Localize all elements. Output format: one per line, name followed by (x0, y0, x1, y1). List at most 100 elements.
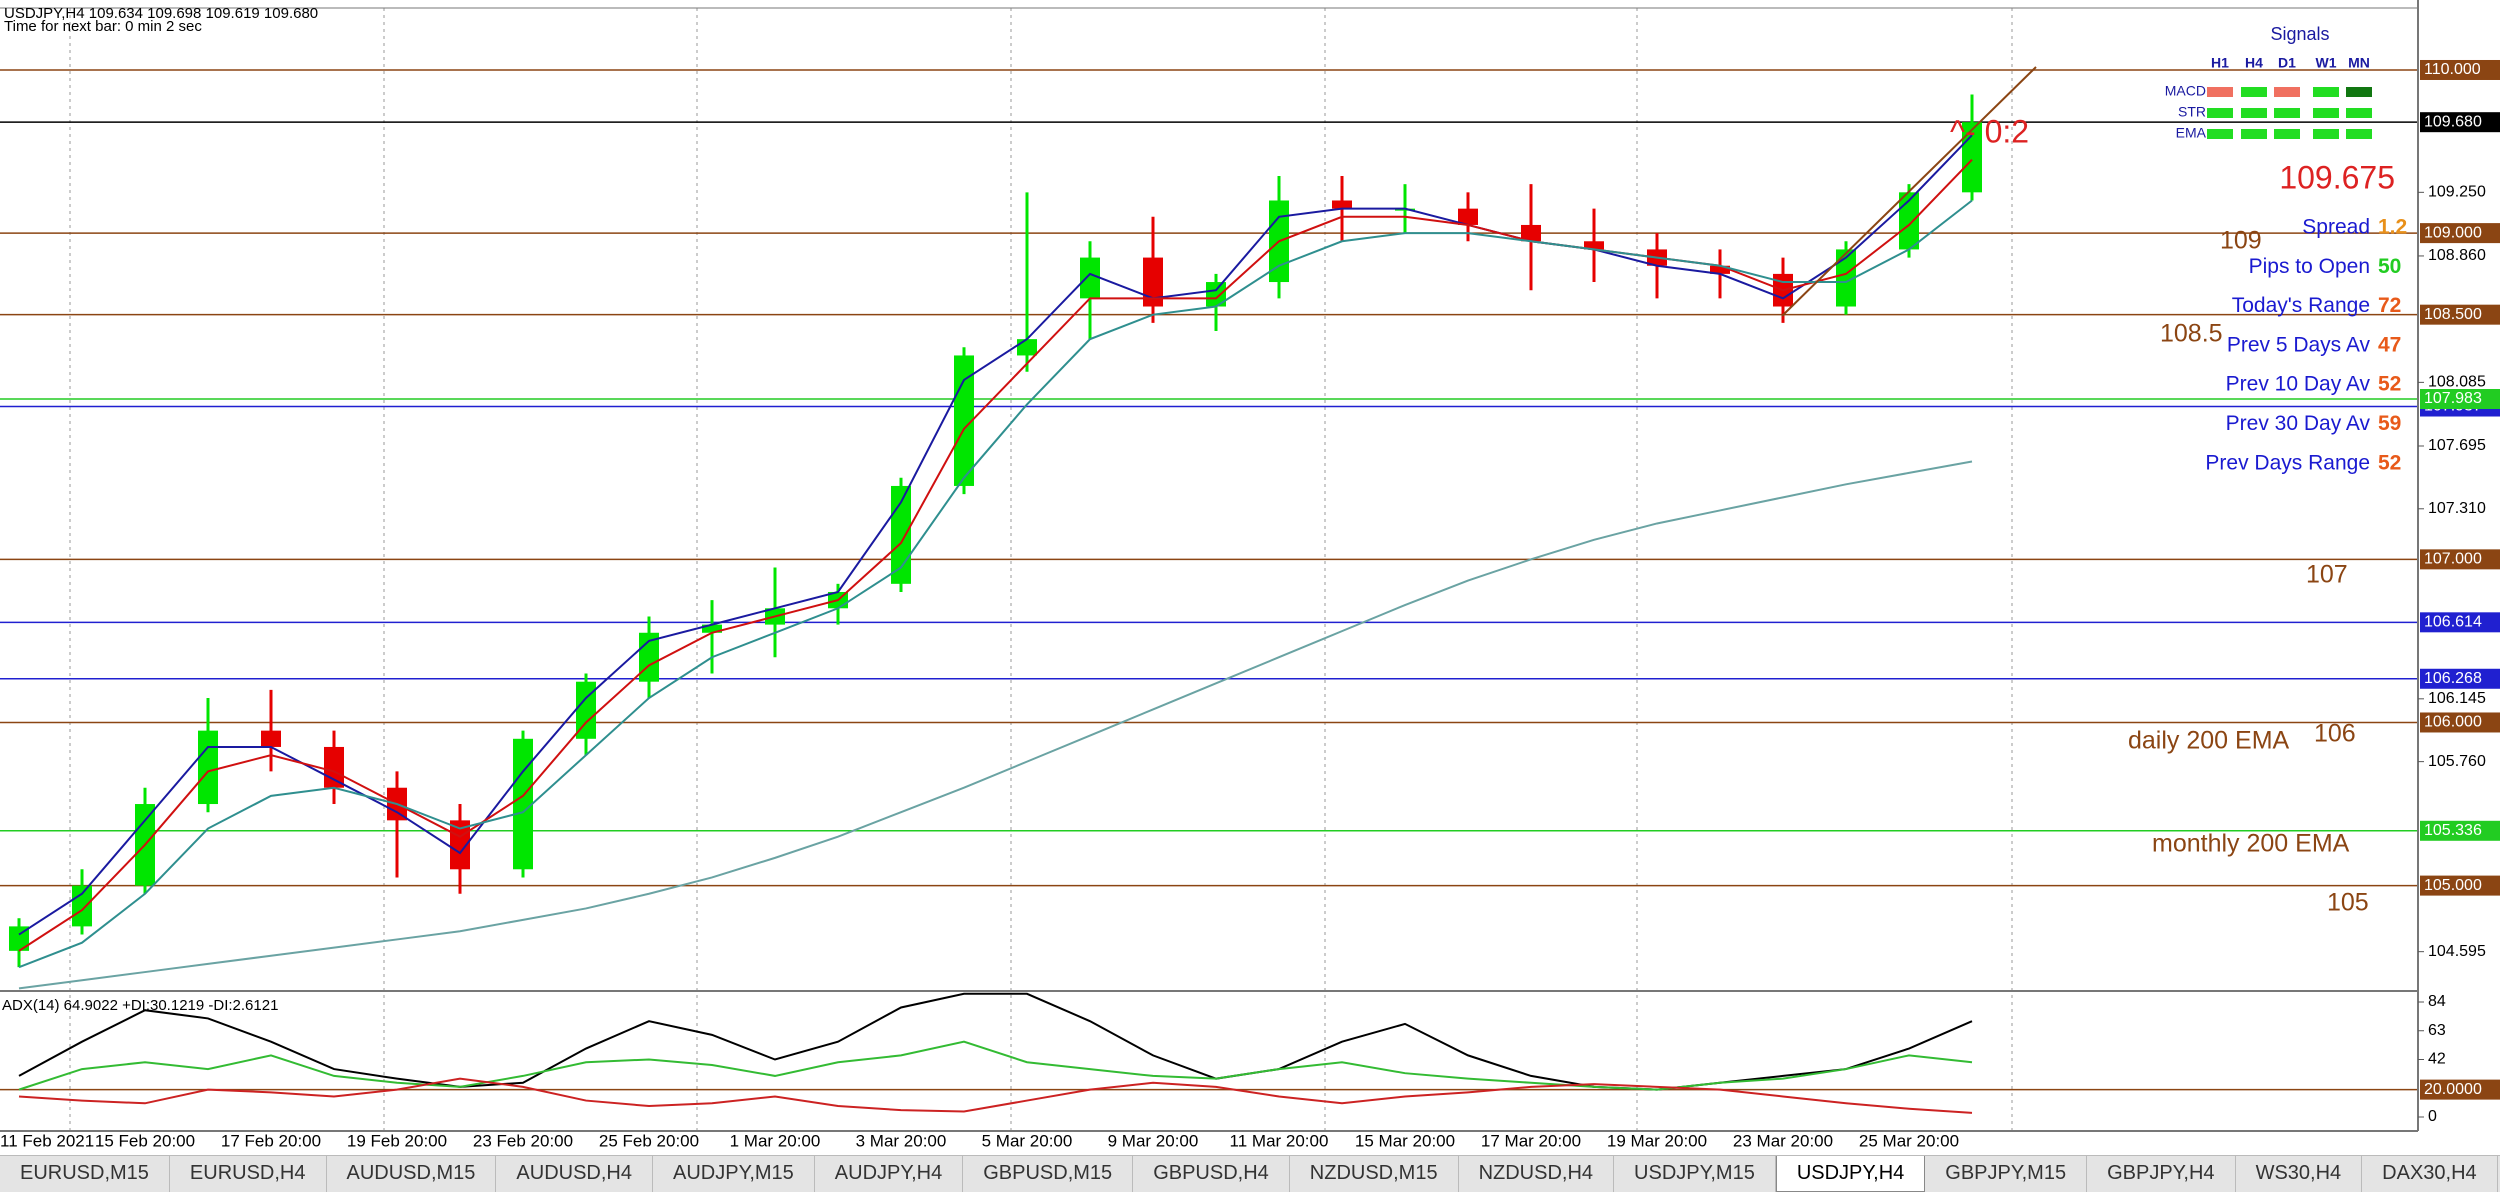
candle-body (1017, 339, 1037, 356)
tab[interactable]: AUDUSD,H4 (496, 1156, 653, 1192)
trend-line (1781, 66, 2037, 317)
candle-body (1836, 249, 1856, 307)
signal-cell (2346, 129, 2372, 139)
y-tick-label: 63 (2428, 1022, 2446, 1039)
signal-cell (2346, 87, 2372, 97)
tab[interactable]: USDJPY,H4 (1775, 1156, 1926, 1192)
annotation: daily 200 EMA (2128, 727, 2290, 755)
level-label: 20.0000 (2424, 1081, 2482, 1098)
candle-body (1143, 257, 1163, 307)
tab[interactable]: AUDJPY,H4 (814, 1156, 964, 1192)
info-value: 52 (2378, 373, 2401, 396)
signal-row-label: STR (2178, 104, 2206, 120)
candle-body (576, 681, 596, 739)
y-tick-label: 105.760 (2428, 753, 2486, 770)
signal-cell (2274, 87, 2300, 97)
indicator-line (18, 134, 1973, 936)
annotation: 109 (2220, 227, 2262, 255)
info-value: 59 (2378, 412, 2401, 435)
signal-cell (2274, 129, 2300, 139)
adx-title: ADX(14) 64.9022 +DI:30.1219 -DI:2.6121 (2, 997, 278, 1014)
indicator-line (18, 1040, 1973, 1091)
tab[interactable]: WS30,H4 (2235, 1156, 2363, 1192)
x-tick-label: 9 Mar 20:00 (1108, 1131, 1199, 1150)
y-tick-label: 0 (2428, 1108, 2437, 1125)
tab[interactable]: JP225,Weekly (2497, 1156, 2500, 1192)
signal-cell (2346, 108, 2372, 118)
background (0, 0, 2500, 1150)
level-label-bg (2420, 1079, 2500, 1100)
signal-cell (2313, 108, 2339, 118)
level-label-bg (2420, 820, 2500, 841)
y-tick-label: 107.310 (2428, 500, 2486, 517)
level-label: 105.336 (2424, 822, 2482, 839)
info-label: Spread (2302, 216, 2370, 239)
candle-body (324, 746, 344, 788)
indicator-line (18, 199, 1973, 969)
signal-cell (2313, 129, 2339, 139)
info-value: 72 (2378, 294, 2401, 317)
candle-body (261, 730, 281, 747)
tab[interactable]: NZDUSD,H4 (1458, 1156, 1615, 1192)
level-label-bg (2420, 549, 2500, 570)
candle-body (1521, 224, 1541, 242)
x-tick-label: 23 Feb 20:00 (473, 1131, 573, 1150)
x-tick-label: 19 Mar 20:00 (1607, 1131, 1707, 1150)
info-label: Today's Range (2232, 294, 2370, 317)
tab[interactable]: USDJPY,M15 (1614, 1156, 1776, 1192)
signal-row-label: EMA (2176, 125, 2207, 141)
timer: Time for next bar: 0 min 2 sec (4, 18, 202, 35)
level-label-bg (2420, 612, 2500, 633)
separators (69, 8, 2013, 1130)
info-label: Prev 30 Day Av (2226, 412, 2371, 435)
level-label-bg (2420, 389, 2500, 410)
marks (9, 94, 1982, 1114)
tab[interactable]: EURUSD,H4 (169, 1156, 327, 1192)
signal-row-label: MACD (2165, 83, 2206, 99)
info-value: 47 (2378, 333, 2401, 356)
tab[interactable]: DAX30,H4 (2362, 1156, 2498, 1192)
x-tick-label: 15 Mar 20:00 (1355, 1131, 1455, 1150)
signals-table: H1 H4 D1 W1 MN MACD STR EMA (2165, 55, 2372, 141)
level-label-bg (2420, 59, 2500, 80)
tab[interactable]: GBPJPY,H4 (2087, 1156, 2236, 1192)
y-tick-label: 84 (2428, 993, 2446, 1010)
x-tick-label: 5 Mar 20:00 (982, 1131, 1073, 1150)
candle-body (1332, 200, 1352, 209)
y-tick-label: 107.695 (2428, 437, 2486, 454)
indicator-line (18, 1077, 1973, 1114)
candle-body (1899, 192, 1919, 250)
current-price: 109.675 (2279, 159, 2395, 195)
level-label-bg (2420, 112, 2500, 133)
level-label: 109.680 (2424, 113, 2482, 130)
tab-bar: EURUSD,M15 EURUSD,H4 AUDUSD,M15 AUDUSD,H4 AU… (0, 1155, 2500, 1192)
info-value: 1.2 (2378, 216, 2407, 239)
x-tick-label: 1 Mar 20:00 (730, 1131, 821, 1150)
candle-body (72, 885, 92, 927)
tab[interactable]: GBPUSD,H4 (1133, 1156, 1290, 1192)
annotation: 106 (2314, 720, 2356, 748)
chart: 109.250 108.860 108.085 107.695 107.310 106.1… (0, 0, 2500, 1150)
candle-body (1584, 241, 1604, 250)
signal-cell (2241, 129, 2267, 139)
signal-column: W1 (2316, 55, 2337, 71)
info-label: Prev 5 Days Av (2227, 333, 2371, 356)
level-label: 105.000 (2424, 877, 2482, 894)
y-tick-label: 109.250 (2428, 184, 2486, 201)
tab[interactable]: AUDUSD,M15 (326, 1156, 497, 1192)
tab[interactable]: NZDUSD,M15 (1289, 1156, 1459, 1192)
signal-cell (2207, 129, 2233, 139)
tab[interactable]: EURUSD,M15 (0, 1156, 170, 1192)
signal-column: MN (2348, 55, 2370, 71)
level-label: 106.614 (2424, 614, 2482, 631)
tab[interactable]: GBPJPY,M15 (1925, 1156, 2088, 1192)
signals-title: Signals (2270, 24, 2329, 44)
tab[interactable]: GBPUSD,M15 (963, 1156, 1134, 1192)
level-label: 110.000 (2424, 61, 2481, 78)
signal-cell (2207, 87, 2233, 97)
info-value: 52 (2378, 451, 2401, 474)
signal-column: D1 (2278, 55, 2296, 71)
level-label-bg (2420, 304, 2500, 325)
info-label: Pips to Open (2249, 255, 2370, 278)
tab[interactable]: AUDJPY,M15 (653, 1156, 815, 1192)
